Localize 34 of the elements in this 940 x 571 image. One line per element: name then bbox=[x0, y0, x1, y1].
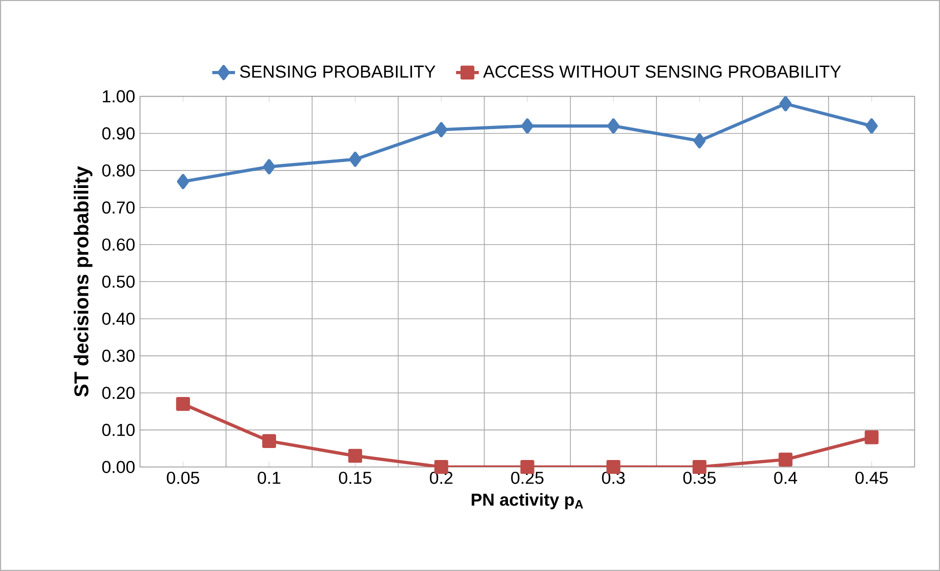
point bbox=[263, 159, 276, 174]
x-tick-label: 0.45 bbox=[855, 472, 888, 484]
point bbox=[779, 96, 792, 112]
point bbox=[693, 133, 706, 148]
point bbox=[864, 430, 879, 444]
x-axis-title: PN activity p$_{A}$ bbox=[472, 493, 584, 510]
y-tick-label: 0.30 bbox=[102, 350, 135, 362]
legend-label: SENSING PROBABILITY bbox=[240, 66, 436, 78]
y-tick-label: 0.90 bbox=[102, 127, 135, 140]
point bbox=[348, 448, 362, 463]
point bbox=[866, 118, 878, 134]
point bbox=[435, 122, 448, 138]
point bbox=[521, 118, 534, 134]
y-tick-label: 0.80 bbox=[102, 164, 135, 177]
point bbox=[349, 152, 362, 167]
y-axis-title: ST decisions probability bbox=[74, 166, 92, 397]
y-tick-label: 0.20 bbox=[102, 386, 135, 399]
point bbox=[607, 118, 620, 134]
y-tick-label: 0.40 bbox=[102, 312, 135, 325]
y-tick-label: 1.00 bbox=[102, 90, 135, 102]
x-tick-label: 0.15 bbox=[338, 472, 372, 484]
x-tick-label: 0.05 bbox=[166, 472, 200, 484]
point bbox=[778, 452, 792, 467]
x-tick-label: 0.4 bbox=[774, 472, 798, 484]
y-tick-label: 0.50 bbox=[102, 276, 135, 288]
legend-label: ACCESS WITHOUT SENSING PROBABILITY bbox=[483, 66, 841, 78]
y-tick-label: 0.70 bbox=[102, 201, 135, 214]
x-tick-label: 0.1 bbox=[258, 472, 280, 484]
point bbox=[262, 434, 276, 448]
point bbox=[176, 174, 190, 190]
point bbox=[176, 397, 190, 411]
y-tick-label: 0.00 bbox=[102, 460, 135, 474]
y-tick-label: 0.60 bbox=[102, 238, 135, 251]
y-tick-label: 0.10 bbox=[102, 424, 135, 436]
